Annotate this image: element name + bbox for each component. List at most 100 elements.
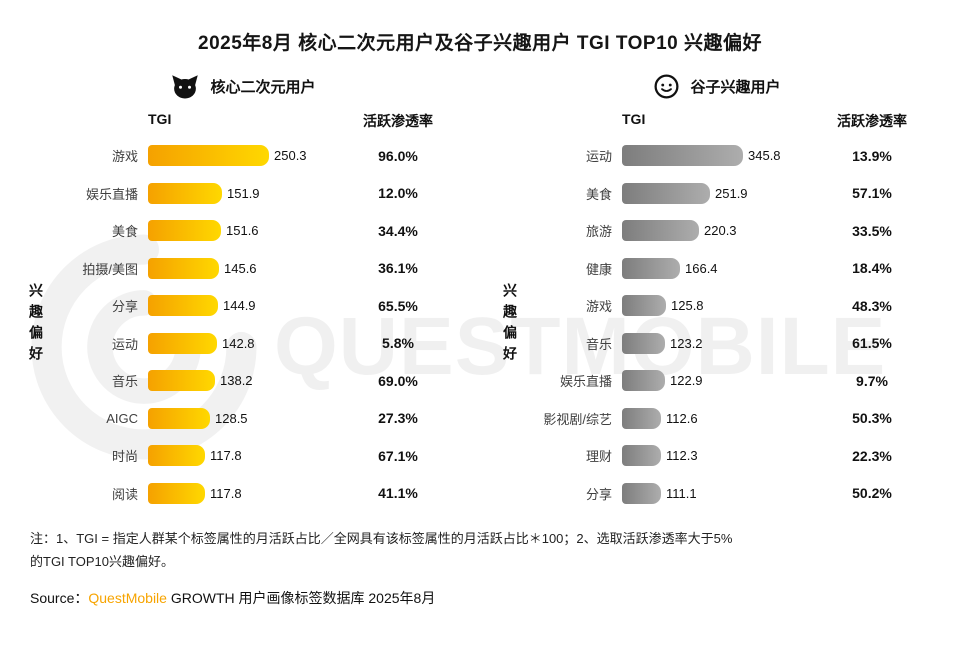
chart-rows: 运动 345.8 13.9% 美食 251.9 57.1% xyxy=(522,137,936,512)
penetration-value: 34.4% xyxy=(378,222,418,239)
tgi-value: 144.9 xyxy=(223,298,256,314)
tgi-header: TGI xyxy=(622,111,646,127)
tgi-bar xyxy=(148,257,219,279)
source-line: Source：QuestMobile GROWTH 用户画像标签数据库 2025… xyxy=(0,574,960,608)
penetration-value: 48.3% xyxy=(852,297,892,314)
column-headers: TGI 活跃渗透率 xyxy=(24,111,462,131)
bar-area: 142.8 xyxy=(148,332,348,354)
penetration-value: 9.7% xyxy=(856,372,888,389)
tgi-bar xyxy=(148,332,217,354)
tgi-bar xyxy=(622,182,710,204)
source-suffix: GROWTH 用户画像标签数据库 2025年8月 xyxy=(166,589,436,606)
chart-row: 美食 251.9 57.1% xyxy=(522,175,936,213)
penetration-value: 96.0% xyxy=(378,147,418,164)
chart-row: 运动 345.8 13.9% xyxy=(522,137,936,175)
tgi-value: 125.8 xyxy=(671,298,704,314)
bar-area: 112.6 xyxy=(622,407,822,429)
tgi-bar xyxy=(622,482,661,504)
chart-row: 旅游 220.3 33.5% xyxy=(522,212,936,250)
penetration-value: 57.1% xyxy=(852,185,892,202)
chart-row: 游戏 125.8 48.3% xyxy=(522,287,936,325)
bar-area: 128.5 xyxy=(148,407,348,429)
tgi-value: 166.4 xyxy=(685,260,718,276)
tgi-bar xyxy=(148,407,210,429)
penetration-value: 22.3% xyxy=(852,447,892,464)
category-label: 影视剧/综艺 xyxy=(543,411,612,427)
y-axis-label: 兴趣偏好 xyxy=(28,282,44,367)
bar-area: 145.6 xyxy=(148,257,348,279)
chart-row: 理财 112.3 22.3% xyxy=(522,437,936,475)
chart-row: 拍摄/美图 145.6 36.1% xyxy=(48,250,462,288)
chart-row: 时尚 117.8 67.1% xyxy=(48,437,462,475)
chart-row: 阅读 117.8 41.1% xyxy=(48,475,462,513)
penetration-value: 27.3% xyxy=(378,410,418,427)
category-label: 旅游 xyxy=(585,224,612,240)
bar-area: 345.8 xyxy=(622,145,822,167)
penetration-value: 5.8% xyxy=(382,335,414,352)
category-label: 健康 xyxy=(585,261,612,277)
tgi-value: 142.8 xyxy=(222,335,255,351)
penetration-value: 61.5% xyxy=(852,335,892,352)
chart-body: 兴趣偏好 运动 345.8 13.9% 美食 xyxy=(498,137,936,512)
source-prefix: Source： xyxy=(30,589,89,606)
category-label: AIGC xyxy=(106,410,138,426)
badge-icon xyxy=(654,74,679,98)
footnote: 注：1、TGI = 指定人群某个标签属性的月活跃占比／全网具有该标签属性的月活跃… xyxy=(0,512,960,574)
bar-area: 122.9 xyxy=(622,370,822,392)
chart-row: 美食 151.6 34.4% xyxy=(48,212,462,250)
tgi-value: 138.2 xyxy=(220,373,253,389)
chart-row: 娱乐直播 122.9 9.7% xyxy=(522,362,936,400)
tgi-value: 112.3 xyxy=(666,448,698,464)
category-label: 音乐 xyxy=(585,336,612,352)
legend-core-anime: 核心二次元用户 xyxy=(24,69,462,103)
legend-label: 核心二次元用户 xyxy=(210,78,316,96)
category-label: 时尚 xyxy=(111,449,138,465)
chart-row: AIGC 128.5 27.3% xyxy=(48,400,462,438)
category-label: 分享 xyxy=(585,486,612,502)
bar-area: 166.4 xyxy=(622,257,822,279)
tgi-bar xyxy=(148,295,218,317)
tgi-bar xyxy=(622,445,661,467)
penetration-value: 33.5% xyxy=(852,222,892,239)
penetration-header: 活跃渗透率 xyxy=(363,113,433,129)
category-label: 理财 xyxy=(585,449,612,465)
penetration-value: 18.4% xyxy=(852,260,892,277)
bar-area: 125.8 xyxy=(622,295,822,317)
tgi-value: 251.9 xyxy=(715,185,748,201)
tgi-bar xyxy=(622,295,666,317)
chart-core-anime-users: 核心二次元用户 TGI 活跃渗透率 兴趣偏好 游戏 250.3 xyxy=(24,69,462,512)
chart-row: 影视剧/综艺 112.6 50.3% xyxy=(522,400,936,438)
tgi-bar xyxy=(622,220,699,242)
category-label: 娱乐直播 xyxy=(559,374,612,390)
tgi-bar xyxy=(622,257,680,279)
bar-area: 251.9 xyxy=(622,182,822,204)
penetration-value: 36.1% xyxy=(378,260,418,277)
source-brand: QuestMobile xyxy=(88,589,167,606)
chart-row: 运动 142.8 5.8% xyxy=(48,325,462,363)
chart-body: 兴趣偏好 游戏 250.3 96.0% 娱乐直播 xyxy=(24,137,462,512)
penetration-value: 13.9% xyxy=(852,147,892,164)
tgi-value: 145.6 xyxy=(224,260,257,276)
footnote-line-1: 注：1、TGI = 指定人群某个标签属性的月活跃占比／全网具有该标签属性的月活跃… xyxy=(30,531,733,546)
tgi-bar xyxy=(622,332,665,354)
penetration-value: 69.0% xyxy=(378,372,418,389)
legend-label: 谷子兴趣用户 xyxy=(690,78,781,96)
column-headers: TGI 活跃渗透率 xyxy=(498,111,936,131)
tgi-value: 250.3 xyxy=(274,148,307,164)
tgi-bar xyxy=(148,482,205,504)
bar-area: 112.3 xyxy=(622,445,822,467)
penetration-value: 50.3% xyxy=(852,410,892,427)
tgi-value: 151.9 xyxy=(227,185,260,201)
category-label: 美食 xyxy=(585,186,612,202)
penetration-value: 50.2% xyxy=(852,485,892,502)
tgi-bar xyxy=(622,370,665,392)
tgi-value: 220.3 xyxy=(704,223,737,239)
category-label: 阅读 xyxy=(111,486,138,502)
category-label: 娱乐直播 xyxy=(85,186,138,202)
tgi-value: 111.1 xyxy=(666,485,697,501)
penetration-value: 41.1% xyxy=(378,485,418,502)
tgi-bar xyxy=(148,182,222,204)
bar-area: 111.1 xyxy=(622,482,822,504)
tgi-bar xyxy=(148,145,269,167)
